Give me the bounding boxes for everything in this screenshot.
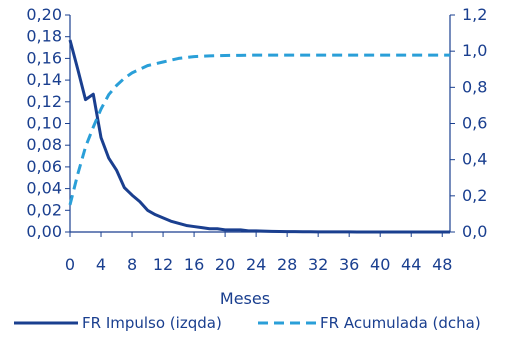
x-tick-label: 24	[246, 255, 266, 274]
right-tick-label: 0,6	[462, 114, 487, 133]
right-tick-label: 1,2	[462, 5, 487, 24]
left-tick-label: 0,14	[26, 70, 62, 89]
series-line-1	[68, 39, 450, 234]
left-tick-label: 0,10	[26, 114, 62, 133]
legend-label: FR Impulso (izqda)	[82, 314, 222, 332]
axes	[69, 15, 451, 233]
right-tick-label: 0,2	[462, 186, 487, 205]
left-tick-label: 0,16	[26, 48, 62, 67]
x-tick-label: 4	[96, 255, 106, 274]
legend: FR Impulso (izqda) FR Acumulada (dcha)	[14, 314, 481, 332]
x-tick-label: 20	[215, 255, 235, 274]
left-tick-label: 0,18	[26, 27, 62, 46]
right-tick-label: 0,0	[462, 222, 487, 241]
right-tick-label: 1,0	[462, 41, 487, 60]
x-tick-label: 0	[65, 255, 75, 274]
x-tick-label: 48	[432, 255, 452, 274]
x-tick-label: 36	[339, 255, 359, 274]
x-tick-label: 32	[308, 255, 328, 274]
right-tick-label: 0,8	[462, 77, 487, 96]
x-tick-label: 8	[127, 255, 137, 274]
x-tick-label: 28	[277, 255, 297, 274]
x-tick-label: 12	[153, 255, 173, 274]
left-tick-label: 0,06	[26, 157, 62, 176]
x-axis-title: Meses	[220, 289, 270, 308]
series-lines	[68, 39, 450, 234]
x-tick-label: 40	[370, 255, 390, 274]
left-tick-label: 0,04	[26, 179, 62, 198]
right-tick-label: 0,4	[462, 150, 487, 169]
x-tick-label: 16	[184, 255, 204, 274]
left-tick-label: 0,12	[26, 92, 62, 111]
legend-label: FR Acumulada (dcha)	[320, 314, 481, 332]
left-tick-label: 0,08	[26, 135, 62, 154]
x-tick-label: 44	[401, 255, 421, 274]
left-axis-ticks: 0,00 0,02 0,04 0,06 0,08 0,10 0,12 0,14 0,16 0,18…	[26, 5, 70, 241]
left-tick-label: 0,02	[26, 200, 62, 219]
x-axis-ticks: 0 4 8 12 16 20 24 28 32 36 40 44 48	[65, 232, 452, 274]
left-tick-label: 0,00	[26, 222, 62, 241]
left-tick-label: 0,20	[26, 5, 62, 24]
series-line-2	[68, 53, 450, 206]
right-axis-ticks: 0,0 0,2 0,4 0,6 0,8 1,0 1,2	[450, 5, 487, 241]
